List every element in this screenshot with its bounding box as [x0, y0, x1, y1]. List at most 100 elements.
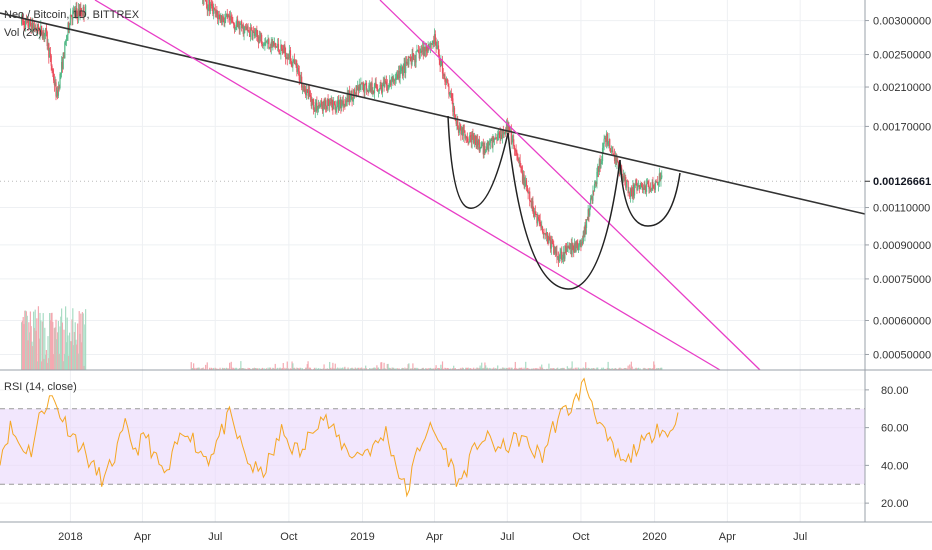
candle-body	[294, 63, 296, 65]
volume-bar	[397, 368, 399, 370]
candle-body	[576, 242, 578, 244]
volume-bar	[406, 368, 408, 370]
volume-bar	[281, 368, 284, 370]
candle-body	[357, 86, 359, 90]
volume-bar	[272, 367, 274, 370]
candle-body	[474, 135, 476, 141]
candle-body	[393, 79, 395, 83]
volume-bar	[468, 368, 470, 370]
candle-body	[430, 43, 432, 44]
volume-bar	[78, 311, 80, 370]
volume-bar	[365, 365, 367, 370]
time-tick-label: 2018	[58, 531, 82, 543]
volume-bar	[253, 368, 255, 370]
candle-body	[267, 39, 269, 41]
candle-body	[580, 243, 582, 246]
candle-body	[318, 105, 320, 107]
price-tick-label: 0.00090000	[873, 240, 931, 252]
volume-bar	[41, 361, 43, 370]
volume-bar	[398, 368, 400, 370]
candle-body	[510, 130, 512, 145]
rsi-line	[0, 377, 679, 498]
candle-body	[290, 60, 292, 63]
candle-body	[338, 103, 340, 111]
volume-bar	[454, 368, 456, 370]
volume-bar	[317, 368, 319, 370]
candle-body	[440, 60, 442, 66]
volume-bar	[192, 368, 194, 370]
candle-body	[548, 236, 550, 243]
volume-bar	[338, 368, 340, 370]
volume-bar	[45, 354, 47, 370]
volume-bar	[241, 368, 244, 370]
volume-bar	[489, 368, 492, 370]
volume-bar	[650, 368, 652, 370]
candle-body	[392, 77, 394, 83]
candle-body	[383, 81, 385, 87]
volume-bar	[449, 368, 451, 370]
candle-body	[502, 129, 504, 134]
volume-bar	[611, 368, 613, 370]
candle-body	[532, 201, 534, 213]
time-tick-label: Apr	[719, 531, 736, 543]
candle-body	[601, 161, 603, 164]
rsi-tick-label: 60.00	[881, 423, 909, 435]
candle-body	[22, 20, 24, 22]
candle-body	[348, 90, 350, 102]
volume-bar	[498, 368, 500, 370]
candle-body	[367, 90, 369, 93]
volume-bar	[291, 361, 293, 370]
volume-bar	[521, 368, 524, 370]
candle-body	[75, 7, 77, 11]
candle-body	[221, 16, 224, 23]
volume-bar	[465, 367, 468, 370]
volume-bar	[394, 368, 396, 370]
candle-body	[358, 84, 360, 92]
volume-bar	[404, 367, 406, 370]
volume-bar	[369, 368, 371, 370]
volume-bar	[363, 368, 365, 370]
candle-body	[506, 123, 508, 131]
candle-body	[489, 142, 491, 144]
candle-body	[341, 100, 344, 105]
volume-bar	[527, 368, 529, 370]
price-tick-label: 0.00110000	[873, 203, 930, 215]
volume-bar	[520, 367, 522, 370]
volume-bar	[285, 368, 288, 370]
volume-bar	[215, 368, 217, 370]
candle-body	[205, 1, 208, 5]
volume-bar	[655, 368, 657, 370]
volume-bar	[575, 368, 577, 370]
volume-bar	[223, 367, 225, 370]
candle-body	[293, 59, 296, 64]
volume-bar	[241, 368, 243, 370]
volume-bar	[449, 368, 452, 370]
candle-body	[429, 43, 432, 48]
volume-bar	[225, 367, 228, 370]
candle-body	[333, 101, 335, 110]
volume-bar	[57, 320, 60, 370]
price-tick-label: 0.00075000	[873, 274, 931, 286]
volume-bar	[633, 368, 635, 370]
candle-body	[233, 24, 236, 30]
candle-body	[629, 192, 631, 197]
volume-bar	[637, 368, 639, 370]
volume-bar	[446, 367, 448, 370]
candle-body	[641, 186, 644, 190]
volume-bar	[326, 368, 328, 370]
candle-body	[587, 209, 589, 220]
volume-bar	[534, 368, 536, 370]
candle-body	[617, 160, 619, 162]
volume-bar	[627, 365, 629, 370]
candle-body	[225, 16, 227, 20]
price-tick-label: 0.00170000	[873, 121, 931, 133]
candle-body	[356, 85, 358, 90]
time-tick-label: 2020	[642, 531, 666, 543]
volume-bar	[238, 368, 240, 370]
volume-bar	[430, 368, 432, 370]
volume-bar	[625, 367, 627, 370]
head-cup-curve	[507, 132, 621, 290]
candle-body	[354, 93, 356, 95]
volume-bar	[578, 368, 580, 370]
